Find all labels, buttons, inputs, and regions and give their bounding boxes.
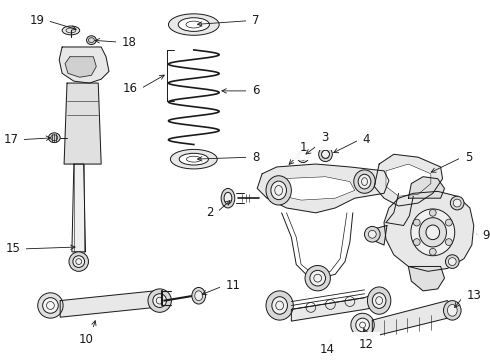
Ellipse shape xyxy=(321,150,329,159)
Polygon shape xyxy=(374,154,442,206)
Ellipse shape xyxy=(87,36,96,45)
Polygon shape xyxy=(384,192,474,271)
Text: 4: 4 xyxy=(363,133,370,146)
Ellipse shape xyxy=(300,152,306,160)
Circle shape xyxy=(38,293,63,318)
Text: 18: 18 xyxy=(122,36,137,49)
Circle shape xyxy=(43,298,58,313)
Polygon shape xyxy=(292,292,382,321)
Text: 11: 11 xyxy=(226,279,241,292)
Ellipse shape xyxy=(443,301,461,320)
Text: 19: 19 xyxy=(29,14,45,27)
Ellipse shape xyxy=(178,18,209,31)
Text: 9: 9 xyxy=(483,229,490,242)
Ellipse shape xyxy=(419,218,446,247)
Polygon shape xyxy=(64,83,101,164)
Circle shape xyxy=(351,313,374,337)
Ellipse shape xyxy=(171,149,217,169)
Circle shape xyxy=(310,270,325,286)
Circle shape xyxy=(445,239,452,246)
Text: 8: 8 xyxy=(252,151,260,164)
Polygon shape xyxy=(72,164,86,252)
Text: 17: 17 xyxy=(3,133,18,146)
Polygon shape xyxy=(257,164,389,213)
Circle shape xyxy=(414,219,420,226)
Circle shape xyxy=(445,219,452,226)
Ellipse shape xyxy=(169,14,219,35)
Circle shape xyxy=(153,294,167,307)
Circle shape xyxy=(445,255,459,269)
Text: 2: 2 xyxy=(206,206,213,219)
Circle shape xyxy=(305,265,330,291)
Text: 12: 12 xyxy=(359,338,374,351)
Ellipse shape xyxy=(266,176,292,205)
Ellipse shape xyxy=(358,174,371,189)
Ellipse shape xyxy=(426,225,440,240)
Text: 14: 14 xyxy=(320,343,335,356)
Circle shape xyxy=(429,210,436,216)
Ellipse shape xyxy=(354,170,375,193)
Polygon shape xyxy=(59,47,109,83)
Ellipse shape xyxy=(221,188,235,208)
Ellipse shape xyxy=(266,291,294,320)
Text: 16: 16 xyxy=(122,82,137,95)
Polygon shape xyxy=(60,291,160,317)
Circle shape xyxy=(450,196,464,210)
Polygon shape xyxy=(275,177,355,200)
Polygon shape xyxy=(65,57,96,77)
Circle shape xyxy=(429,248,436,255)
Ellipse shape xyxy=(318,147,332,162)
Circle shape xyxy=(356,318,369,332)
Text: 13: 13 xyxy=(467,289,482,302)
Circle shape xyxy=(148,289,171,312)
Circle shape xyxy=(73,256,85,267)
Circle shape xyxy=(414,239,420,246)
Ellipse shape xyxy=(411,209,455,256)
Circle shape xyxy=(448,258,456,265)
Circle shape xyxy=(368,230,376,238)
Ellipse shape xyxy=(272,297,288,314)
Polygon shape xyxy=(372,301,452,337)
Text: 15: 15 xyxy=(5,242,20,255)
Polygon shape xyxy=(408,177,444,198)
Text: 1: 1 xyxy=(299,141,307,154)
Circle shape xyxy=(69,252,89,271)
Ellipse shape xyxy=(49,133,60,143)
Text: 5: 5 xyxy=(465,151,472,164)
Circle shape xyxy=(365,226,380,242)
Polygon shape xyxy=(386,164,431,196)
Polygon shape xyxy=(408,266,444,291)
Text: 6: 6 xyxy=(252,84,260,98)
Ellipse shape xyxy=(297,150,309,163)
Ellipse shape xyxy=(368,287,391,314)
Text: 10: 10 xyxy=(79,333,94,346)
Ellipse shape xyxy=(224,192,232,204)
Text: 7: 7 xyxy=(252,14,260,27)
Ellipse shape xyxy=(62,26,80,35)
Circle shape xyxy=(453,199,461,207)
Ellipse shape xyxy=(271,181,287,200)
Ellipse shape xyxy=(179,153,208,165)
Text: 3: 3 xyxy=(321,131,328,144)
Ellipse shape xyxy=(195,291,202,301)
Ellipse shape xyxy=(192,287,205,304)
Ellipse shape xyxy=(447,305,457,316)
Polygon shape xyxy=(370,225,387,245)
Ellipse shape xyxy=(372,293,386,309)
